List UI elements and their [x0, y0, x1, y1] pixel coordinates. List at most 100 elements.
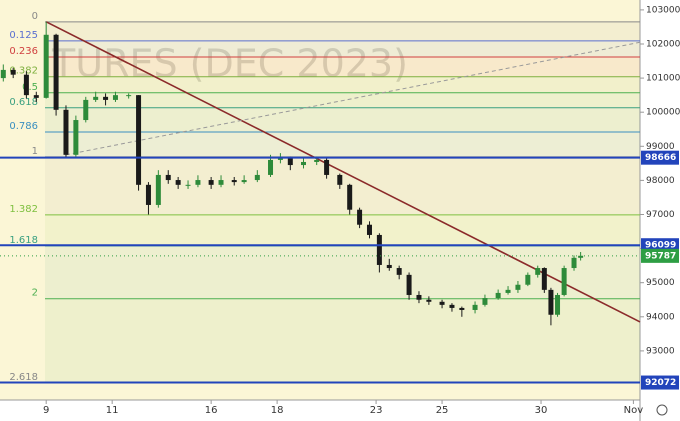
candle-body: [505, 289, 511, 293]
candle-body: [112, 95, 118, 100]
price-tag-label: 95787: [645, 251, 676, 261]
candle-body: [43, 34, 49, 98]
candle-body: [73, 120, 79, 155]
x-tick-label: 16: [205, 405, 218, 416]
fib-band: [45, 107, 640, 132]
fib-label: 0.5: [22, 82, 38, 93]
candle-body: [324, 159, 330, 175]
fib-band: [45, 40, 640, 57]
candle-body: [165, 174, 171, 181]
candle-body: [578, 255, 584, 258]
fib-label: 0.236: [9, 46, 38, 57]
fib-label: 2: [32, 288, 38, 299]
candle-body: [231, 180, 237, 183]
price-tag: [641, 238, 679, 253]
candle-body: [525, 274, 531, 285]
candle-body: [406, 274, 412, 295]
price-tag-label: 98666: [645, 153, 676, 163]
fib-label: 0.786: [9, 121, 38, 132]
candle-body: [439, 301, 445, 305]
candle-body: [208, 180, 214, 185]
y-tick-label: 103000: [646, 5, 680, 15]
candle-body: [83, 99, 89, 121]
candle-body: [185, 184, 191, 186]
y-tick-label: 99000: [646, 142, 675, 152]
fib-label: 0.618: [9, 97, 38, 108]
fib-label: 1.382: [9, 204, 38, 215]
candle-body: [268, 159, 274, 175]
x-tick-label: 9: [43, 405, 49, 416]
candle-body: [175, 180, 181, 185]
fib-band: [45, 298, 640, 383]
candle-body: [495, 292, 501, 299]
fib-label: 1: [32, 146, 38, 157]
candle-body: [426, 299, 432, 302]
candle-body: [241, 180, 247, 183]
fib-band: [45, 21, 640, 41]
candle-body: [376, 234, 382, 265]
settings-icon[interactable]: [656, 404, 668, 416]
candle-body: [126, 95, 132, 97]
fib-label: 1.618: [9, 235, 38, 246]
candle-body: [314, 159, 320, 162]
candle-body: [103, 96, 109, 100]
y-tick-label: 101000: [646, 74, 680, 84]
x-tick-label: 18: [271, 405, 284, 416]
candle-body: [23, 74, 29, 96]
fib-label: 0: [32, 11, 38, 22]
y-tick-label: 102000: [646, 39, 680, 49]
y-tick-label: 95000: [646, 278, 675, 288]
candle-body: [548, 289, 554, 315]
candle-body: [386, 264, 392, 269]
candle-body: [541, 268, 547, 290]
candle-body: [287, 156, 293, 166]
fib-label: 0.382: [9, 66, 38, 77]
y-tick-label: 98000: [646, 176, 675, 186]
x-tick-label: 25: [436, 405, 449, 416]
candle-body: [218, 180, 224, 185]
candle-body: [515, 284, 521, 290]
candle-body: [449, 304, 455, 308]
candle-body: [337, 174, 343, 185]
price-tag: [641, 150, 679, 165]
fib-label: 0.125: [9, 30, 38, 41]
x-tick-label: Nov: [624, 405, 644, 416]
candle-body: [416, 294, 422, 300]
candle-body: [10, 69, 16, 75]
candle-body: [254, 174, 260, 181]
candle-body: [555, 294, 561, 315]
fib-band: [45, 131, 640, 157]
candle-body: [472, 304, 478, 310]
candle-body: [482, 298, 488, 305]
price-tag: [641, 248, 679, 263]
candle-body: [301, 161, 307, 166]
trend-line: [45, 21, 641, 323]
candle-body: [357, 209, 363, 225]
candle-body: [535, 268, 541, 275]
candle-body: [459, 307, 465, 310]
candle-body: [155, 174, 161, 205]
candle-body: [366, 224, 372, 235]
price-tag: [641, 375, 679, 390]
candle-body: [347, 184, 353, 210]
watermark: TURES (DEC 2023): [51, 42, 408, 86]
price-tag-label: 96099: [645, 241, 676, 251]
y-tick-label: 100000: [646, 108, 680, 118]
fib-label: 2.618: [9, 372, 38, 383]
plot-background: [0, 0, 640, 400]
x-tick-label: 30: [535, 405, 548, 416]
candle-body: [63, 109, 69, 155]
fib-band: [45, 214, 640, 246]
fib-band: [45, 56, 640, 77]
candle-body: [145, 184, 151, 205]
y-tick-label: 93000: [646, 346, 675, 356]
candle-body: [33, 95, 39, 98]
candle-body: [195, 180, 201, 185]
candle-body: [0, 69, 6, 79]
fib-band: [45, 156, 640, 215]
candle-body: [136, 95, 142, 185]
x-tick-label: 11: [106, 405, 119, 416]
y-tick-label: 97000: [646, 210, 675, 220]
y-tick-label: 94000: [646, 312, 675, 322]
